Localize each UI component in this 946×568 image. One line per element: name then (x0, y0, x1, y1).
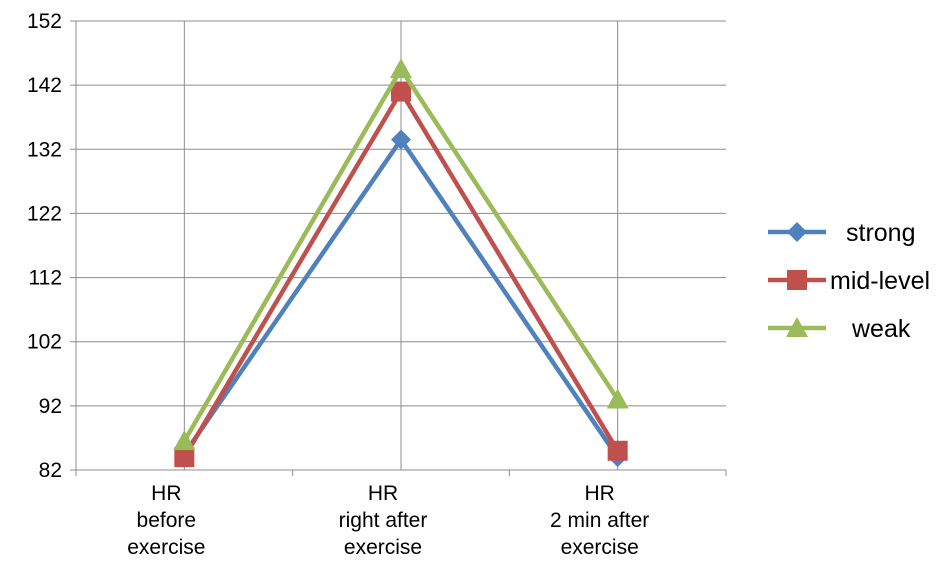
legend-label: weak (851, 315, 911, 343)
data-point-marker (786, 317, 808, 337)
legend-item: strong (768, 219, 915, 247)
series-mid-level (174, 81, 628, 468)
x-category-label: HR before exercise (127, 482, 205, 559)
data-point-marker (391, 129, 411, 150)
legend-item: weak (768, 315, 911, 343)
data-point-marker (173, 430, 196, 451)
data-point-marker (391, 81, 411, 102)
legend-label: mid-level (830, 267, 930, 295)
data-point-marker (607, 440, 628, 461)
series-weak (173, 58, 629, 451)
y-tick-label: 132 (27, 138, 62, 161)
y-tick-label: 152 (27, 10, 62, 33)
axes (70, 20, 727, 476)
data-point-marker (606, 388, 629, 409)
legend-label: strong (846, 219, 915, 247)
y-tick-label: 122 (27, 202, 62, 225)
legend: strong mid-level weak (768, 219, 930, 343)
x-category-label: HR 2 min after exercise (550, 482, 649, 559)
x-category-label: HR right after exercise (339, 482, 428, 559)
data-point-marker (174, 447, 195, 468)
y-tick-label: 102 (27, 331, 62, 354)
data-point-marker (787, 270, 807, 290)
x-axis-categories: HR before exercise HR right after exercise HR 2… (127, 482, 649, 559)
y-axis-ticks: 82 92 102 112 122 132 142 152 (27, 10, 62, 482)
y-tick-label: 92 (39, 395, 62, 418)
data-point-marker (390, 58, 412, 79)
y-tick-label: 142 (27, 74, 62, 97)
y-tick-label: 112 (29, 267, 62, 290)
legend-item: mid-level (768, 267, 930, 295)
data-point-marker (787, 222, 807, 242)
series (173, 58, 629, 468)
y-tick-label: 82 (39, 459, 62, 482)
